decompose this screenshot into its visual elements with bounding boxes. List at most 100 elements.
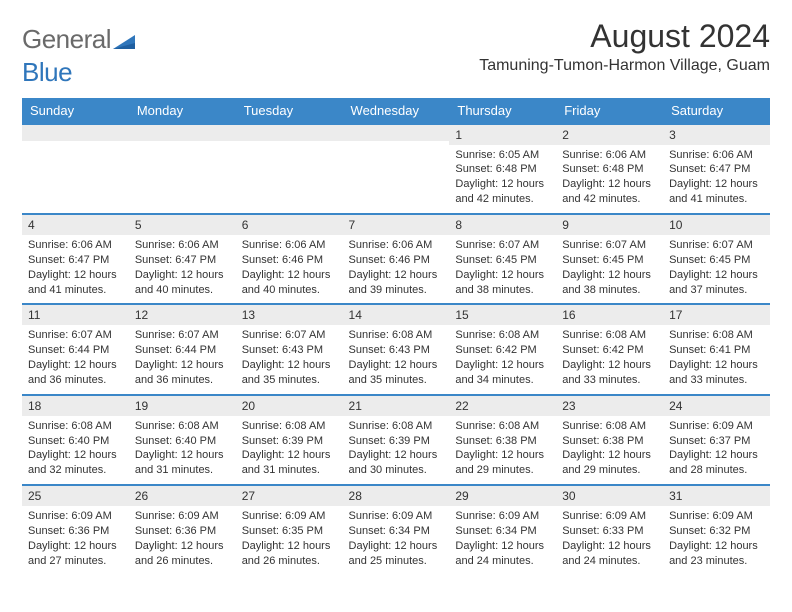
sunset-text: Sunset: 6:35 PM — [242, 524, 337, 539]
day-number: 13 — [236, 303, 343, 325]
daylight-text: Daylight: 12 hours and 25 minutes. — [349, 539, 444, 569]
sunrise-text: Sunrise: 6:08 AM — [242, 419, 337, 434]
calendar-week-row: 18Sunrise: 6:08 AMSunset: 6:40 PMDayligh… — [22, 394, 770, 484]
weekday-header-row: Sunday Monday Tuesday Wednesday Thursday… — [22, 98, 770, 123]
sunrise-text: Sunrise: 6:06 AM — [28, 238, 123, 253]
calendar-cell: 11Sunrise: 6:07 AMSunset: 6:44 PMDayligh… — [22, 303, 129, 393]
calendar-cell: 28 Sunrise: 6:09 AMSunset: 6:34 PMDayligh… — [343, 484, 450, 574]
day-content: Sunrise: 6:07 AMSunset: 6:43 PMDaylight:… — [236, 325, 343, 393]
sunset-text: Sunset: 6:39 PM — [242, 434, 337, 449]
calendar-cell: 10Sunrise: 6:07 AMSunset: 6:45 PMDayligh… — [663, 213, 770, 303]
calendar-cell — [343, 123, 450, 213]
calendar-cell: 8Sunrise: 6:07 AMSunset: 6:45 PMDaylight… — [449, 213, 556, 303]
daylight-text: Daylight: 12 hours and 24 minutes. — [562, 539, 657, 569]
day-number: 28 — [343, 484, 450, 506]
day-number: 31 — [663, 484, 770, 506]
daylight-text: Daylight: 12 hours and 33 minutes. — [562, 358, 657, 388]
calendar-cell: 18Sunrise: 6:08 AMSunset: 6:40 PMDayligh… — [22, 394, 129, 484]
sunrise-text: Sunrise: 6:08 AM — [669, 328, 764, 343]
sunset-text: Sunset: 6:44 PM — [28, 343, 123, 358]
calendar-cell: 15Sunrise: 6:08 AMSunset: 6:42 PMDayligh… — [449, 303, 556, 393]
sunset-text: Sunset: 6:47 PM — [135, 253, 230, 268]
sunset-text: Sunset: 6:34 PM — [349, 524, 444, 539]
sunset-text: Sunset: 6:42 PM — [455, 343, 550, 358]
daylight-text: Daylight: 12 hours and 31 minutes. — [242, 448, 337, 478]
day-content: Sunrise: 6:06 AMSunset: 6:47 PMDaylight:… — [22, 235, 129, 303]
calendar-cell: 12Sunrise: 6:07 AMSunset: 6:44 PMDayligh… — [129, 303, 236, 393]
calendar-week-row: 11Sunrise: 6:07 AMSunset: 6:44 PMDayligh… — [22, 303, 770, 393]
day-content: Sunrise: 6:06 AMSunset: 6:46 PMDaylight:… — [343, 235, 450, 303]
day-content: Sunrise: 6:08 AMSunset: 6:41 PMDaylight:… — [663, 325, 770, 393]
sunset-text: Sunset: 6:43 PM — [349, 343, 444, 358]
day-content: Sunrise: 6:09 AMSunset: 6:35 PMDaylight:… — [236, 506, 343, 574]
day-number: 10 — [663, 213, 770, 235]
day-number: 6 — [236, 213, 343, 235]
day-number: 23 — [556, 394, 663, 416]
sunset-text: Sunset: 6:34 PM — [455, 524, 550, 539]
sunset-text: Sunset: 6:40 PM — [28, 434, 123, 449]
daylight-text: Daylight: 12 hours and 33 minutes. — [669, 358, 764, 388]
sunrise-text: Sunrise: 6:07 AM — [242, 328, 337, 343]
calendar-cell: 7Sunrise: 6:06 AMSunset: 6:46 PMDaylight… — [343, 213, 450, 303]
day-content: Sunrise: 6:09 AMSunset: 6:37 PMDaylight:… — [663, 416, 770, 484]
daylight-text: Daylight: 12 hours and 26 minutes. — [242, 539, 337, 569]
calendar-cell: 4Sunrise: 6:06 AMSunset: 6:47 PMDaylight… — [22, 213, 129, 303]
sunrise-text: Sunrise: 6:09 AM — [349, 509, 444, 524]
day-content: Sunrise: 6:08 AMSunset: 6:38 PMDaylight:… — [449, 416, 556, 484]
sunrise-text: Sunrise: 6:08 AM — [349, 419, 444, 434]
daylight-text: Daylight: 12 hours and 29 minutes. — [455, 448, 550, 478]
calendar-cell: 2Sunrise: 6:06 AMSunset: 6:48 PMDaylight… — [556, 123, 663, 213]
day-content: Sunrise: 6:08 AMSunset: 6:39 PMDaylight:… — [343, 416, 450, 484]
day-number: 24 — [663, 394, 770, 416]
calendar-week-row: 25Sunrise: 6:09 AMSunset: 6:36 PMDayligh… — [22, 484, 770, 574]
daylight-text: Daylight: 12 hours and 35 minutes. — [349, 358, 444, 388]
day-number: 21 — [343, 394, 450, 416]
sunset-text: Sunset: 6:33 PM — [562, 524, 657, 539]
sunrise-text: Sunrise: 6:06 AM — [669, 148, 764, 163]
day-content: Sunrise: 6:08 AMSunset: 6:40 PMDaylight:… — [129, 416, 236, 484]
weekday-header: Wednesday — [343, 98, 450, 123]
sunset-text: Sunset: 6:36 PM — [28, 524, 123, 539]
sunrise-text: Sunrise: 6:07 AM — [562, 238, 657, 253]
day-content: Sunrise: 6:07 AMSunset: 6:45 PMDaylight:… — [556, 235, 663, 303]
page-title: August 2024 — [479, 18, 770, 55]
sunset-text: Sunset: 6:47 PM — [669, 162, 764, 177]
day-number: 15 — [449, 303, 556, 325]
daylight-text: Daylight: 12 hours and 42 minutes. — [455, 177, 550, 207]
weekday-header: Sunday — [22, 98, 129, 123]
sunrise-text: Sunrise: 6:05 AM — [455, 148, 550, 163]
sunset-text: Sunset: 6:45 PM — [669, 253, 764, 268]
daylight-text: Daylight: 12 hours and 41 minutes. — [28, 268, 123, 298]
day-content: Sunrise: 6:06 AMSunset: 6:47 PMDaylight:… — [129, 235, 236, 303]
sunset-text: Sunset: 6:41 PM — [669, 343, 764, 358]
calendar-cell: 27Sunrise: 6:09 AMSunset: 6:35 PMDayligh… — [236, 484, 343, 574]
calendar-cell: 31Sunrise: 6:09 AMSunset: 6:32 PMDayligh… — [663, 484, 770, 574]
day-number: 4 — [22, 213, 129, 235]
calendar-cell: 14Sunrise: 6:08 AMSunset: 6:43 PMDayligh… — [343, 303, 450, 393]
sunrise-text: Sunrise: 6:08 AM — [135, 419, 230, 434]
sunrise-text: Sunrise: 6:09 AM — [669, 419, 764, 434]
daylight-text: Daylight: 12 hours and 29 minutes. — [562, 448, 657, 478]
day-content — [22, 141, 129, 150]
daylight-text: Daylight: 12 hours and 37 minutes. — [669, 268, 764, 298]
daylight-text: Daylight: 12 hours and 30 minutes. — [349, 448, 444, 478]
sunrise-text: Sunrise: 6:06 AM — [349, 238, 444, 253]
header: General Blue August 2024 Tamuning-Tumon-… — [22, 18, 770, 88]
location-subtitle: Tamuning-Tumon-Harmon Village, Guam — [479, 57, 770, 75]
day-number: 30 — [556, 484, 663, 506]
sunrise-text: Sunrise: 6:08 AM — [28, 419, 123, 434]
logo: General Blue — [22, 18, 139, 88]
calendar-cell — [129, 123, 236, 213]
day-content: Sunrise: 6:09 AMSunset: 6:36 PMDaylight:… — [129, 506, 236, 574]
day-number: 27 — [236, 484, 343, 506]
sunset-text: Sunset: 6:46 PM — [349, 253, 444, 268]
day-number: 9 — [556, 213, 663, 235]
day-number-bar — [343, 123, 450, 141]
sunrise-text: Sunrise: 6:06 AM — [135, 238, 230, 253]
day-number: 18 — [22, 394, 129, 416]
day-content: Sunrise: 6:05 AMSunset: 6:48 PMDaylight:… — [449, 145, 556, 213]
day-number: 3 — [663, 123, 770, 145]
day-content: Sunrise: 6:09 AMSunset: 6:36 PMDaylight:… — [22, 506, 129, 574]
sunrise-text: Sunrise: 6:07 AM — [455, 238, 550, 253]
day-content: Sunrise: 6:09 AMSunset: 6:32 PMDaylight:… — [663, 506, 770, 574]
